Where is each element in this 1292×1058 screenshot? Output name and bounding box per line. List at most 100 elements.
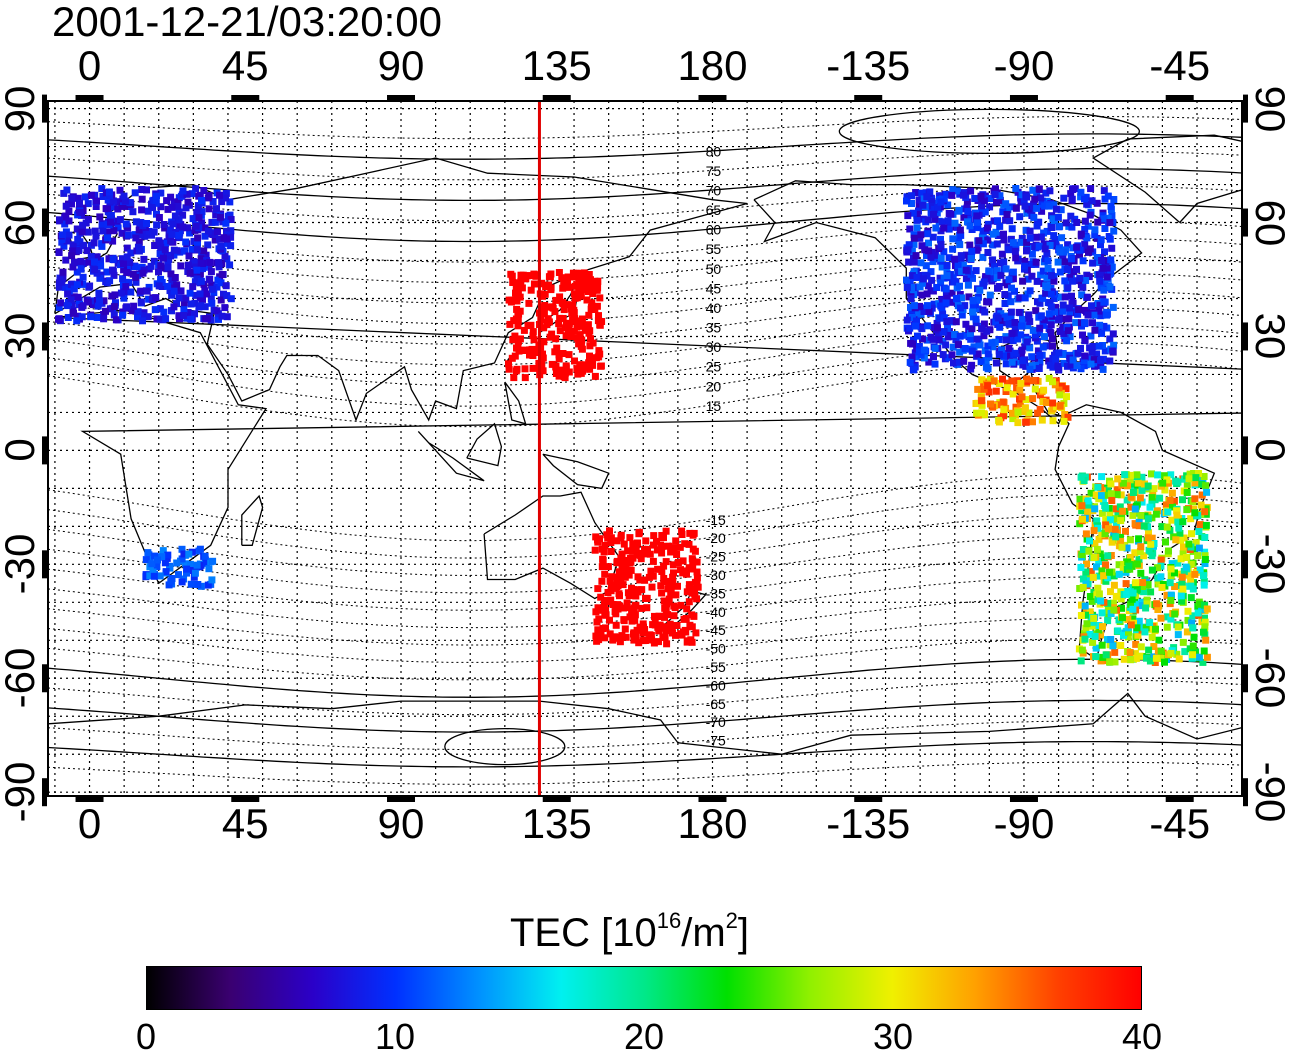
tec-point <box>198 251 206 259</box>
tec-point <box>552 362 560 370</box>
tec-point <box>910 258 918 266</box>
tec-point <box>630 629 638 637</box>
tec-point <box>1179 518 1187 526</box>
tec-point <box>1032 307 1040 315</box>
tec-point <box>942 285 950 293</box>
tec-point <box>973 296 981 304</box>
tec-point <box>635 639 643 647</box>
tec-point <box>123 244 131 252</box>
tec-point <box>1056 268 1064 276</box>
tec-point <box>996 323 1004 331</box>
tec-point <box>688 555 696 563</box>
tec-point <box>1099 264 1107 272</box>
tec-point <box>63 302 71 310</box>
tec-point <box>156 572 164 580</box>
tec-point <box>976 286 984 294</box>
tec-point <box>654 565 662 573</box>
tec-point <box>204 241 212 249</box>
tec-point <box>155 214 163 221</box>
tec-point <box>1094 584 1102 592</box>
tec-point <box>1142 604 1150 612</box>
tec-point <box>598 577 606 585</box>
tec-point <box>1081 635 1089 643</box>
tec-point <box>1106 235 1114 243</box>
tec-point <box>517 278 525 286</box>
tec-point <box>1042 289 1050 297</box>
tec-point <box>940 314 948 322</box>
tec-point <box>1160 472 1168 480</box>
tec-point <box>1189 624 1197 632</box>
tec-point <box>989 256 997 264</box>
frame-tick <box>1243 322 1248 351</box>
contour-label: 50 <box>706 261 722 277</box>
tec-point <box>1179 585 1187 593</box>
tec-point <box>585 329 593 337</box>
tec-point <box>594 604 602 612</box>
tec-point <box>1171 610 1179 618</box>
tec-point <box>1167 471 1175 479</box>
tec-point <box>1045 310 1053 318</box>
tec-point <box>1098 509 1106 517</box>
contour-line <box>48 272 1242 325</box>
tec-point <box>1049 342 1056 350</box>
tec-point <box>1069 186 1076 193</box>
tec-point <box>953 295 960 302</box>
tec-point <box>562 332 570 340</box>
tec-point <box>170 246 178 254</box>
frame-tick <box>231 797 260 802</box>
tec-point <box>648 636 656 644</box>
tec-point <box>1123 496 1131 504</box>
right-lat-tick-label: 0 <box>1247 438 1292 463</box>
tec-point <box>87 191 95 199</box>
tec-point <box>136 231 144 239</box>
tec-point <box>1037 271 1045 279</box>
tec-point <box>1012 403 1020 411</box>
tec-point <box>984 220 992 228</box>
tec-point <box>985 267 993 275</box>
tec-point <box>658 624 666 632</box>
tec-point <box>601 634 609 642</box>
tec-point <box>613 557 621 565</box>
tec-point <box>1025 314 1033 322</box>
tec-point <box>591 546 599 554</box>
tec-point <box>1068 292 1075 300</box>
tec-point <box>674 582 681 590</box>
tec-point <box>199 295 206 303</box>
tec-point <box>1109 303 1117 311</box>
tec-point <box>1064 241 1072 249</box>
tec-point <box>966 241 974 249</box>
tec-point <box>211 236 219 244</box>
tec-point <box>607 534 615 542</box>
tec-point <box>129 270 137 278</box>
tec-point <box>1081 602 1089 610</box>
tec-point <box>942 299 950 307</box>
tec-point <box>188 190 196 198</box>
tec-point <box>1112 505 1120 513</box>
tec-point <box>1080 357 1088 365</box>
tec-point <box>1124 482 1131 490</box>
tec-point <box>674 559 682 566</box>
tec-point <box>694 583 702 591</box>
tec-point <box>599 625 607 632</box>
tec-point <box>198 208 206 216</box>
tec-point <box>164 282 172 290</box>
tec-point <box>1104 214 1112 222</box>
tec-point <box>96 213 104 221</box>
tec-point <box>143 287 151 295</box>
tec-point <box>934 203 942 211</box>
contour-label: 40 <box>706 300 722 316</box>
tec-point <box>1137 643 1145 651</box>
tec-point <box>115 198 123 206</box>
tec-point <box>1183 628 1191 636</box>
tec-point <box>1167 649 1175 657</box>
tec-point <box>167 237 175 245</box>
tec-point <box>1035 365 1043 372</box>
tec-point <box>164 551 172 559</box>
tec-point <box>134 313 141 321</box>
tec-point <box>520 326 528 334</box>
contour-label: 15 <box>706 398 722 414</box>
tec-point <box>596 294 604 302</box>
tec-point <box>1106 511 1114 519</box>
tec-point <box>1188 654 1196 662</box>
